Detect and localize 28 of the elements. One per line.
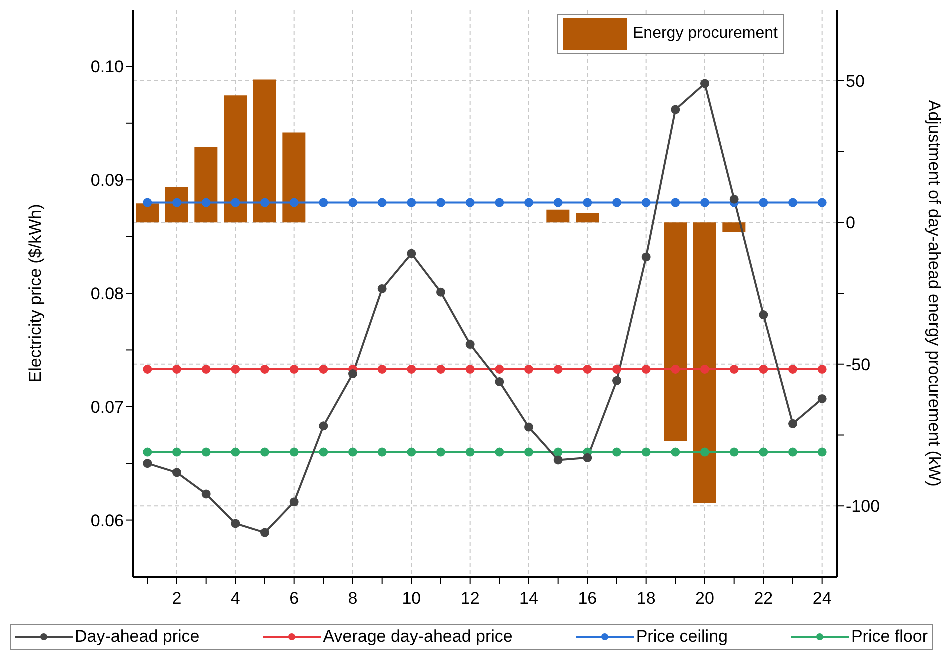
y-tick-label: 0.06: [90, 511, 124, 530]
legend-label: Day-ahead price: [75, 627, 200, 647]
x-tick-label: 2: [172, 589, 182, 608]
x-tick-label: 22: [754, 589, 774, 608]
y-tick-label: 0.08: [90, 284, 124, 304]
x-tick-label: 18: [636, 589, 656, 608]
y2-tick-label: 50: [846, 72, 865, 91]
y2-tick-label: -100: [846, 497, 880, 516]
y-tick-label: 0.10: [90, 58, 124, 77]
y2-axis-title: Adjustment of day-ahead energy procurement (kW): [924, 100, 943, 487]
x-tick-label: 4: [230, 589, 240, 608]
x-tick-label: 14: [520, 589, 538, 608]
y2-tick-label: 0: [846, 214, 856, 233]
x-tick-label: 16: [578, 589, 598, 608]
legend-label: Average day-ahead price: [323, 627, 513, 647]
y-axis-title: Electricity price ($/kWh): [26, 204, 46, 383]
x-tick-label: 6: [290, 589, 300, 608]
legend-label: Price ceiling: [636, 627, 728, 647]
x-tick-label: 10: [402, 589, 422, 608]
x-tick-label: 24: [812, 589, 832, 608]
y-tick-label: 0.07: [90, 398, 124, 417]
legend-label: Energy procurement: [633, 25, 778, 43]
y2-tick-label: -50: [846, 355, 871, 374]
x-tick-label: 12: [460, 589, 480, 608]
legend-label: Price floor: [851, 627, 928, 647]
x-tick-label: 8: [348, 589, 358, 608]
y-tick-label: 0.09: [90, 171, 124, 190]
x-tick-label: 20: [696, 589, 714, 608]
